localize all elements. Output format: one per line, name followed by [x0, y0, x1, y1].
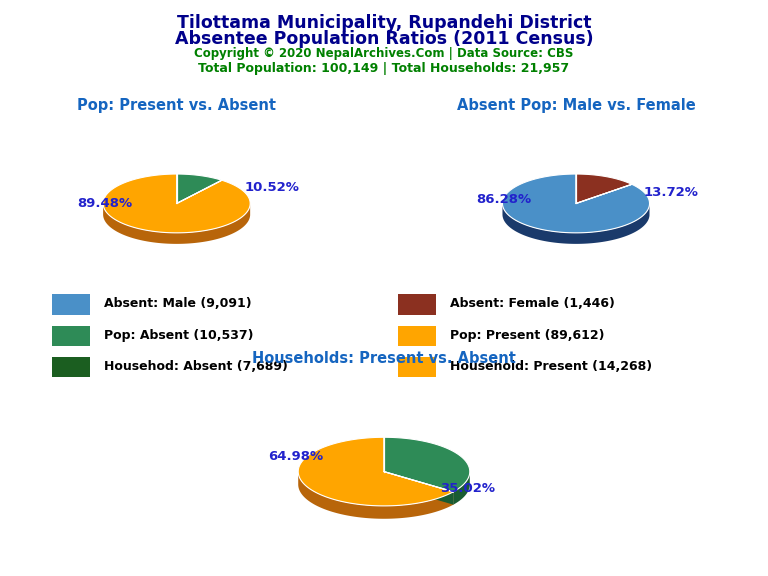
Polygon shape [453, 472, 470, 505]
Text: Household: Present (14,268): Household: Present (14,268) [450, 360, 652, 373]
Bar [52, 294, 91, 314]
Polygon shape [384, 437, 470, 492]
Text: 13.72%: 13.72% [644, 186, 699, 199]
Bar [398, 294, 436, 314]
Text: Pop: Present (89,612): Pop: Present (89,612) [450, 328, 604, 342]
Polygon shape [103, 204, 250, 244]
Text: Absent: Female (1,446): Absent: Female (1,446) [450, 297, 614, 310]
Polygon shape [384, 472, 453, 505]
Text: Tilottama Municipality, Rupandehi District: Tilottama Municipality, Rupandehi Distri… [177, 14, 591, 32]
Text: 86.28%: 86.28% [477, 194, 532, 206]
Title: Households: Present vs. Absent: Households: Present vs. Absent [252, 351, 516, 366]
Title: Absent Pop: Male vs. Female: Absent Pop: Male vs. Female [457, 98, 695, 113]
Text: Pop: Absent (10,537): Pop: Absent (10,537) [104, 328, 253, 342]
Text: 89.48%: 89.48% [78, 197, 133, 210]
Polygon shape [177, 174, 222, 203]
Polygon shape [576, 174, 632, 203]
Polygon shape [103, 174, 250, 233]
Text: 35.02%: 35.02% [440, 482, 495, 495]
Title: Pop: Present vs. Absent: Pop: Present vs. Absent [77, 98, 276, 113]
Bar [398, 326, 436, 346]
Bar [398, 357, 436, 377]
Polygon shape [502, 174, 650, 233]
Text: Absentee Population Ratios (2011 Census): Absentee Population Ratios (2011 Census) [174, 30, 594, 48]
Text: Absent: Male (9,091): Absent: Male (9,091) [104, 297, 252, 310]
Bar [52, 357, 91, 377]
Bar [52, 326, 91, 346]
Text: 64.98%: 64.98% [268, 450, 323, 463]
Text: 10.52%: 10.52% [244, 181, 300, 194]
Text: Copyright © 2020 NepalArchives.Com | Data Source: CBS: Copyright © 2020 NepalArchives.Com | Dat… [194, 47, 574, 60]
Polygon shape [384, 472, 453, 505]
Text: Total Population: 100,149 | Total Households: 21,957: Total Population: 100,149 | Total Househ… [198, 62, 570, 75]
Polygon shape [298, 437, 453, 506]
Polygon shape [502, 204, 650, 244]
Polygon shape [298, 472, 453, 519]
Text: Househod: Absent (7,689): Househod: Absent (7,689) [104, 360, 288, 373]
